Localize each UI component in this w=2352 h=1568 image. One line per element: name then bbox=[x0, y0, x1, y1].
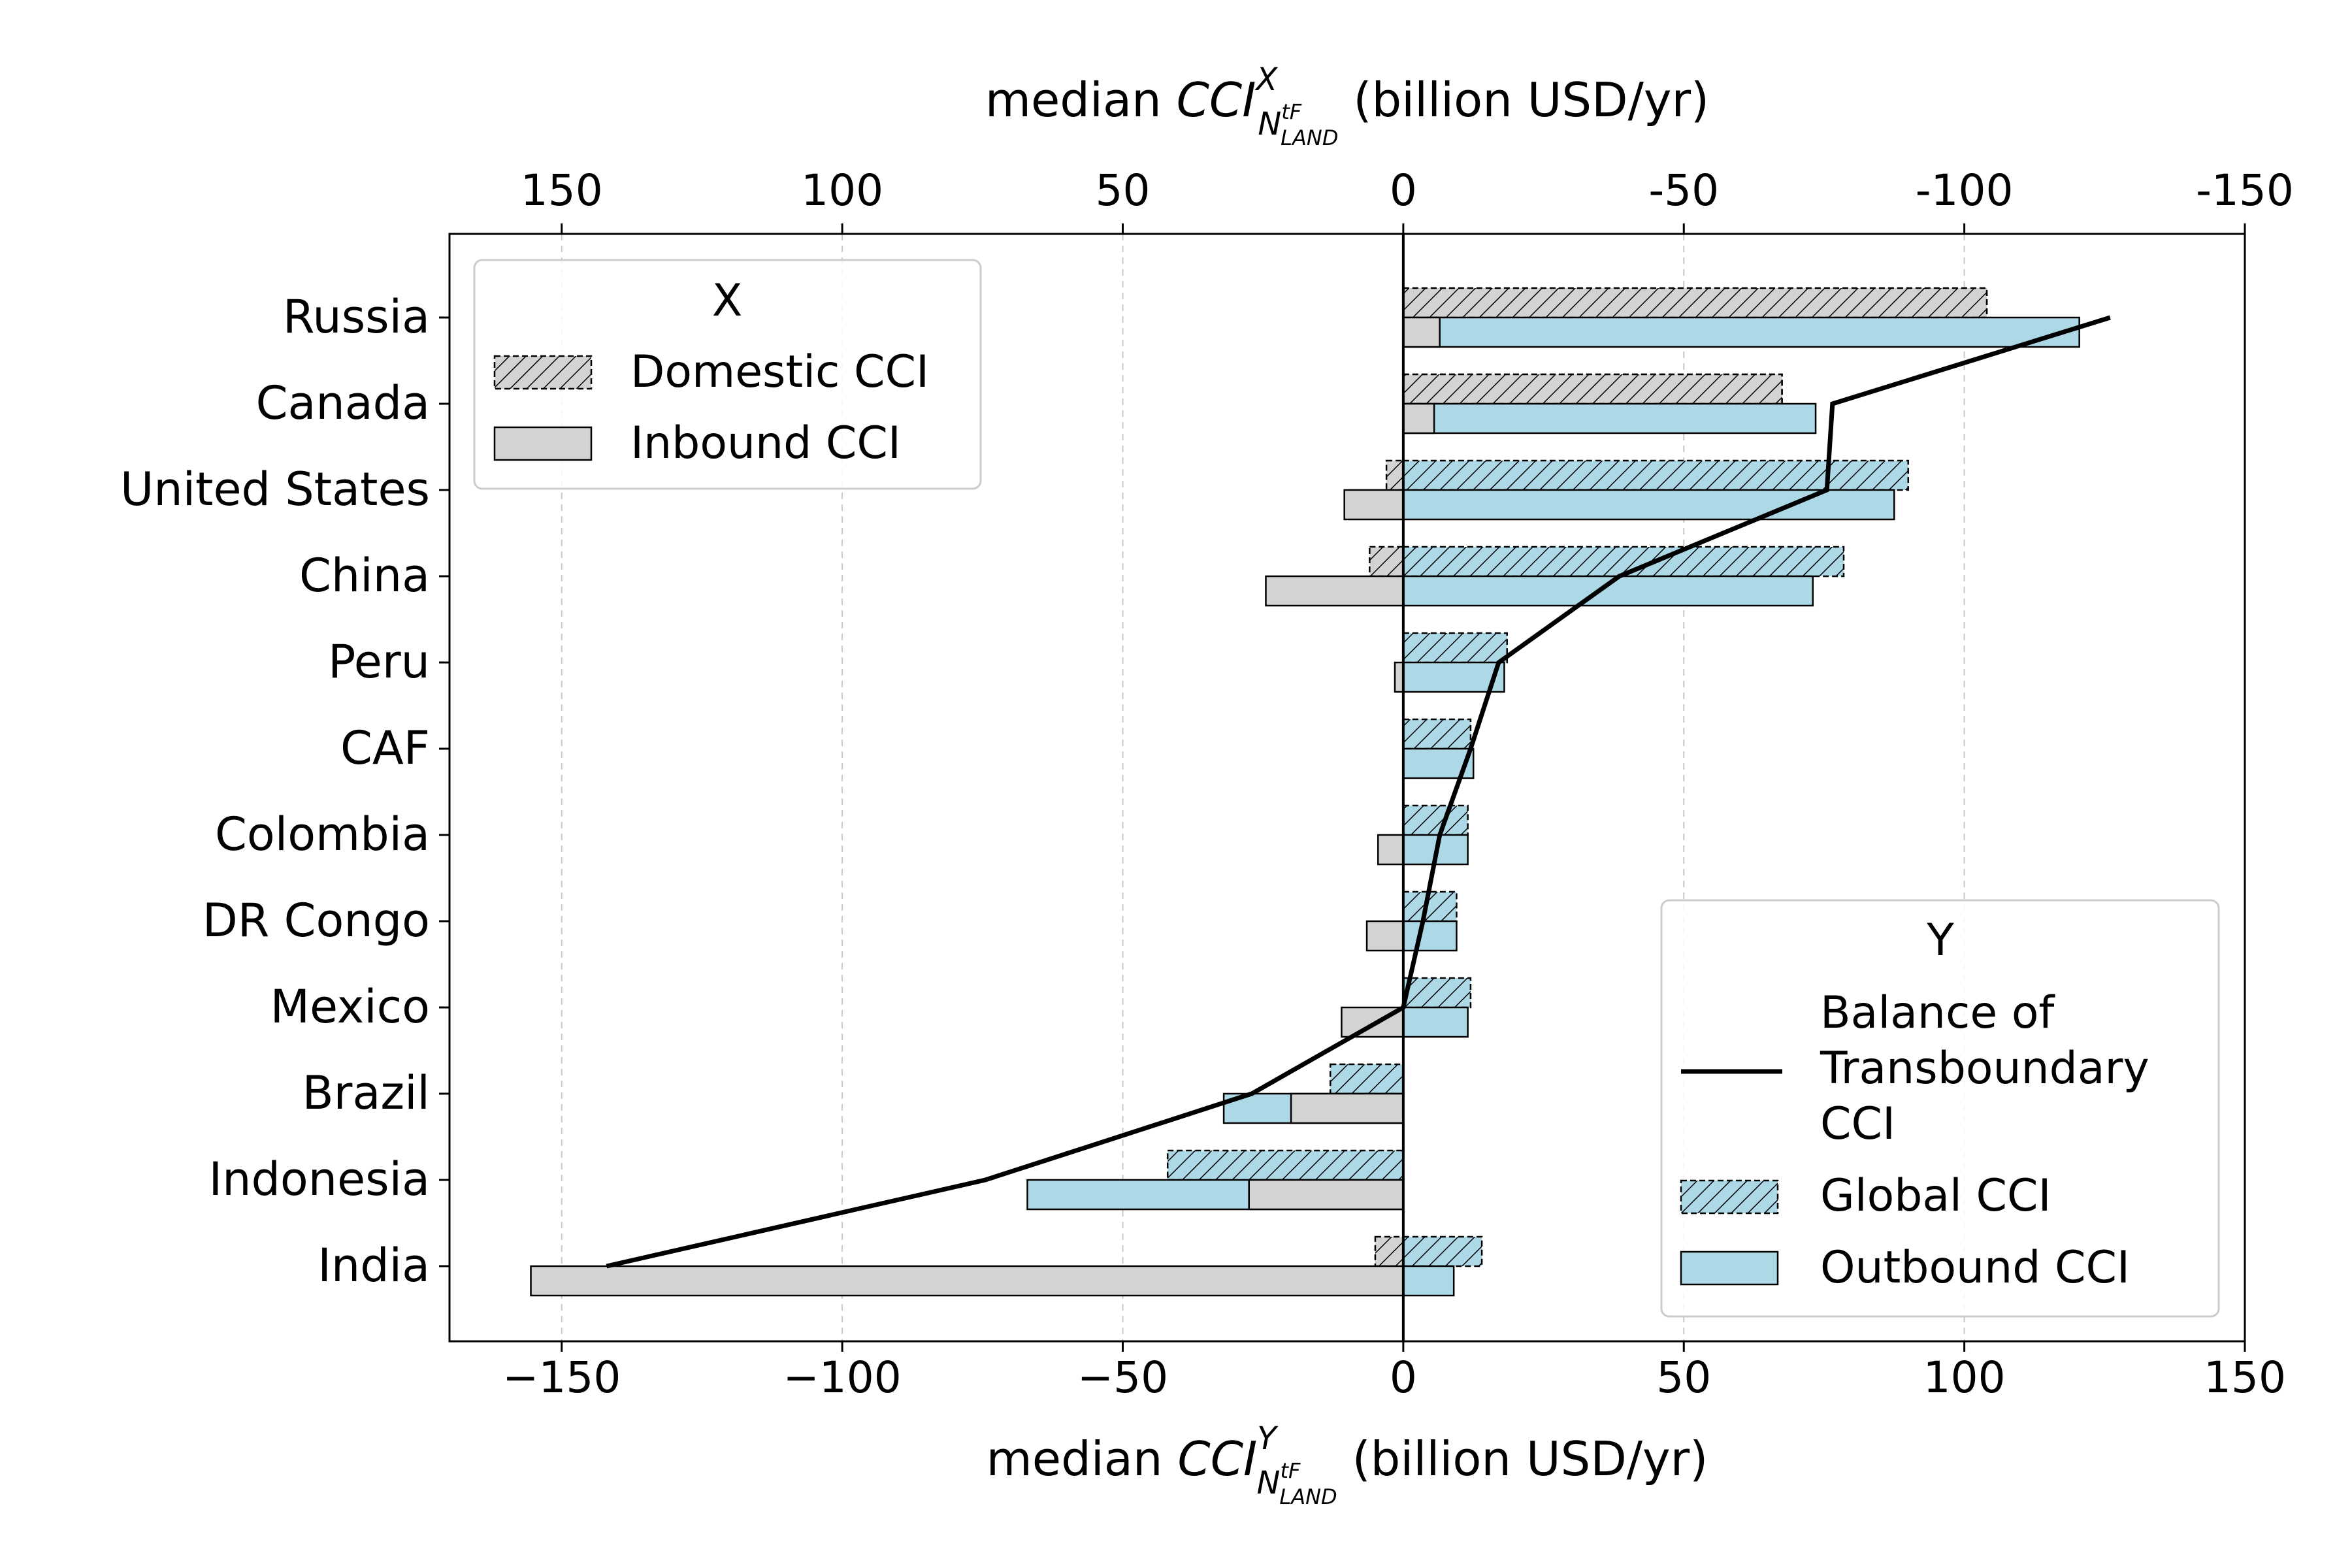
bar-domestic-1 bbox=[1402, 373, 1783, 405]
category-label-3: China bbox=[299, 549, 430, 602]
x-bottom-axis-title: median CCIY NtF LAND (billion USD/yr) bbox=[987, 1420, 1708, 1509]
x-bottom-tick-label-5: 100 bbox=[1923, 1352, 2006, 1403]
x-top-axis-title: median CCIX NtF LAND (billion USD/yr) bbox=[985, 61, 1709, 150]
bars bbox=[530, 234, 2080, 1341]
x-bottom-tick-label-1: −100 bbox=[783, 1352, 901, 1403]
legend-outbound-swatch bbox=[1680, 1250, 1779, 1286]
legend-x-title: X bbox=[712, 275, 743, 327]
bar-inbound-9 bbox=[1290, 1092, 1405, 1124]
x-bottom-tick-label-0: −150 bbox=[502, 1352, 621, 1403]
bar-inbound-10 bbox=[1248, 1179, 1405, 1211]
category-label-11: India bbox=[318, 1239, 430, 1292]
bar-outbound-0 bbox=[1402, 316, 2080, 348]
bar-inbound-2 bbox=[1343, 489, 1405, 521]
category-label-7: DR Congo bbox=[203, 894, 430, 947]
category-label-10: Indonesia bbox=[208, 1152, 430, 1206]
bar-outbound-1 bbox=[1402, 402, 1817, 434]
legend-balance-label-line-2: CCI bbox=[1820, 1098, 1895, 1150]
bar-outbound-7 bbox=[1402, 920, 1458, 952]
legend-y-box bbox=[1660, 899, 2220, 1318]
bar-inbound-3 bbox=[1265, 575, 1405, 607]
balance-line-layer bbox=[606, 315, 2111, 1269]
bar-global-3 bbox=[1402, 546, 1845, 578]
bar-inbound-7 bbox=[1365, 920, 1405, 952]
bar-domestic-2 bbox=[1385, 459, 1405, 491]
legend-global-swatch bbox=[1680, 1179, 1779, 1215]
bar-domestic-0 bbox=[1402, 287, 1988, 319]
bar-global-5 bbox=[1402, 718, 1472, 750]
x-top-tick-label-3: 0 bbox=[1390, 165, 1417, 216]
legend-balance-label-line-0: Balance of bbox=[1820, 987, 2055, 1039]
x-top-tick-label-5: -100 bbox=[1916, 165, 2014, 216]
x-top-tick-label-0: 150 bbox=[521, 165, 603, 216]
bar-global-6 bbox=[1402, 804, 1469, 836]
category-label-5: CAF bbox=[340, 721, 430, 775]
bar-domestic-3 bbox=[1369, 546, 1405, 578]
category-label-2: United States bbox=[120, 463, 430, 516]
bar-global-2 bbox=[1402, 459, 1909, 491]
x-top-tick-label-2: 50 bbox=[1096, 165, 1151, 216]
category-label-8: Mexico bbox=[270, 980, 430, 1034]
bar-domestic-11 bbox=[1374, 1235, 1405, 1267]
category-label-0: Russia bbox=[283, 290, 430, 344]
bar-outbound-8 bbox=[1402, 1006, 1469, 1038]
bar-global-9 bbox=[1329, 1063, 1405, 1095]
category-label-4: Peru bbox=[328, 635, 430, 689]
plot-frame bbox=[448, 233, 2246, 1343]
legend-balance-label-line-1: Transboundary bbox=[1820, 1043, 2149, 1094]
bar-inbound-1 bbox=[1402, 402, 1435, 434]
category-label-9: Brazil bbox=[302, 1066, 430, 1120]
legend-outbound-label: Outbound CCI bbox=[1820, 1242, 2130, 1294]
x-bottom-tick-label-2: −50 bbox=[1077, 1352, 1168, 1403]
x-bottom-tick-label-6: 150 bbox=[2204, 1352, 2286, 1403]
x-top-tick-label-6: -150 bbox=[2196, 165, 2294, 216]
x-top-tick-label-1: 100 bbox=[801, 165, 883, 216]
legend-x-box bbox=[473, 259, 982, 490]
bar-inbound-0 bbox=[1402, 316, 1441, 348]
legends: X Domestic CCI Inbound CCI Y Balance ofTrans… bbox=[473, 259, 2220, 1318]
x-top-tick-label-4: -50 bbox=[1648, 165, 1719, 216]
bar-inbound-11 bbox=[530, 1265, 1405, 1297]
x-bottom-tick-label-3: 0 bbox=[1390, 1352, 1417, 1403]
bar-global-11 bbox=[1402, 1235, 1483, 1267]
legend-global-label: Global CCI bbox=[1820, 1170, 2051, 1222]
balance-line bbox=[606, 315, 2111, 1269]
category-label-1: Canada bbox=[256, 376, 430, 430]
category-label-6: Colombia bbox=[215, 808, 430, 861]
bar-outbound-11 bbox=[1402, 1265, 1455, 1297]
legend-domestic-swatch bbox=[493, 355, 593, 390]
axes: −150 −100 −50 0 50 100 150 150 100 50 0 -50 -100 -150… bbox=[120, 61, 2294, 1509]
bar-inbound-6 bbox=[1377, 834, 1405, 866]
bar-global-10 bbox=[1166, 1149, 1405, 1181]
bar-global-8 bbox=[1402, 977, 1472, 1009]
legend-y-title: Y bbox=[1926, 915, 1954, 966]
legend-domestic-label: Domestic CCI bbox=[630, 346, 929, 398]
bar-global-4 bbox=[1402, 632, 1508, 664]
legend-inbound-swatch bbox=[493, 426, 593, 461]
legend-inbound-label: Inbound CCI bbox=[630, 417, 901, 469]
x-bottom-tick-label-4: 50 bbox=[1656, 1352, 1711, 1403]
bar-outbound-3 bbox=[1402, 575, 1814, 607]
